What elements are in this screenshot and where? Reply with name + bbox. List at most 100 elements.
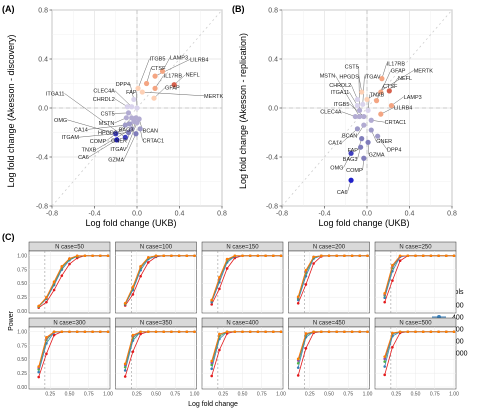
power-point xyxy=(383,355,387,358)
panel-b-x-tick-label: 0.0 xyxy=(362,211,372,218)
panel-a-point xyxy=(131,96,137,103)
power-point xyxy=(406,254,410,258)
facet-x-tick-label: 0.25 xyxy=(218,392,228,398)
power-point xyxy=(123,301,127,305)
panel-b-y-tick-label: -0.8 xyxy=(266,204,278,211)
panel-a-point-label: FAP xyxy=(126,90,137,96)
panel-a-label-connector xyxy=(67,119,116,134)
power-point xyxy=(139,274,142,278)
power-point xyxy=(383,373,387,377)
panel-a-y-tick-label: 0.4 xyxy=(38,57,48,64)
power-point xyxy=(350,330,354,334)
panel-b-point-label: CTSF xyxy=(383,84,398,90)
panel-c-ylabel: Power xyxy=(8,310,15,331)
power-point xyxy=(91,330,94,334)
power-point xyxy=(383,365,387,368)
panel-a-label-connector xyxy=(78,132,129,138)
power-point xyxy=(210,298,213,302)
power-point xyxy=(272,330,275,334)
facet-y-tick-label: 0.75 xyxy=(17,267,27,273)
power-point xyxy=(383,296,387,300)
facet-title: N case=150 xyxy=(226,245,259,251)
panel-b-point-label: CHRDL2 xyxy=(329,83,351,89)
power-point xyxy=(52,330,56,334)
panel-a-point xyxy=(135,85,141,91)
power-curve xyxy=(297,331,368,359)
power-point xyxy=(264,254,267,258)
panel-a-point-label: NEFL xyxy=(186,73,200,79)
power-point xyxy=(52,288,56,292)
panel-b-point-label: CA6 xyxy=(337,190,348,196)
power-point xyxy=(218,287,221,291)
panel-a-point xyxy=(152,85,158,91)
facet-title: N case=450 xyxy=(313,321,346,327)
panel-b-label-connector xyxy=(351,84,358,100)
power-point xyxy=(366,254,369,258)
panel-b-point-label: TNXB xyxy=(370,93,385,99)
panel-b-point-label: LILRB4 xyxy=(394,105,412,111)
panel-b-point-label: CA14 xyxy=(328,141,342,147)
panel-b-point xyxy=(348,177,354,183)
power-point xyxy=(177,254,181,258)
panel-a-point xyxy=(152,73,158,79)
facet-y-tick-label: 0.50 xyxy=(17,281,27,287)
power-point xyxy=(218,276,221,279)
panel-b-label-connector xyxy=(377,136,388,150)
panel-b-point xyxy=(359,89,365,95)
panel-a-label-connector xyxy=(146,68,152,84)
power-point xyxy=(391,263,394,267)
facet-x-tick-label: 1.00 xyxy=(363,392,373,398)
panel-b-y-tick-label: 0.8 xyxy=(268,8,278,15)
power-point xyxy=(45,300,48,304)
panel-a-y-tick-label: 0.0 xyxy=(38,106,48,113)
panel-b-label-connector xyxy=(381,63,387,79)
power-point xyxy=(52,333,56,337)
panel-a-point-label: TNXB xyxy=(82,147,97,153)
power-point xyxy=(296,301,300,305)
panel-b-xlabel: Log fold change (UKB) xyxy=(318,218,409,228)
power-point xyxy=(391,345,394,349)
power-point xyxy=(233,330,237,334)
panel-a-ylabel: Log fold change (Akesson - discovery) xyxy=(6,34,16,187)
panel-a-x-tick-label: 0.8 xyxy=(217,211,227,218)
facet-y-tick-label: 0.25 xyxy=(17,371,27,377)
power-curve xyxy=(211,255,281,301)
panel-b-point xyxy=(356,113,363,120)
power-point xyxy=(60,264,64,268)
panel-b-point xyxy=(378,89,384,95)
power-point xyxy=(398,259,402,263)
panel-a-point-label: CA6 xyxy=(78,155,89,161)
panel-a-x-tick-label: -0.8 xyxy=(46,211,58,218)
panel-b-x-tick-label: 0.4 xyxy=(405,211,415,218)
panel-a-point xyxy=(124,104,131,110)
power-point xyxy=(445,330,448,334)
power-point xyxy=(210,303,213,306)
panel-b-point xyxy=(364,96,370,103)
panel-a-point xyxy=(122,134,128,140)
panel-b-point xyxy=(379,76,385,82)
power-point xyxy=(391,279,394,282)
facet-x-tick-label: 0.75 xyxy=(170,392,180,398)
power-point xyxy=(45,295,48,299)
facet-x-tick-label: 0.75 xyxy=(84,392,94,398)
panel-b-label-connector xyxy=(341,128,358,143)
power-point xyxy=(312,255,315,259)
power-point xyxy=(312,330,315,334)
power-point xyxy=(37,375,40,379)
power-point xyxy=(429,330,433,334)
facet-x-tick-label: 0.50 xyxy=(411,392,421,398)
power-point xyxy=(170,254,173,258)
power-point xyxy=(75,330,79,334)
power-point xyxy=(437,254,440,258)
power-point xyxy=(139,264,142,268)
panel-a-label-connector xyxy=(142,91,205,97)
panel-a-label-connector xyxy=(123,133,137,160)
power-point xyxy=(248,254,252,258)
power-point xyxy=(131,350,135,353)
power-point xyxy=(279,330,283,334)
panel-b-y-tick-label: 0.4 xyxy=(268,57,278,64)
panel-b-point xyxy=(375,133,381,139)
panel-a-point xyxy=(139,89,145,95)
power-point xyxy=(256,330,260,334)
panel-a-point-label: CA14 xyxy=(74,127,88,133)
